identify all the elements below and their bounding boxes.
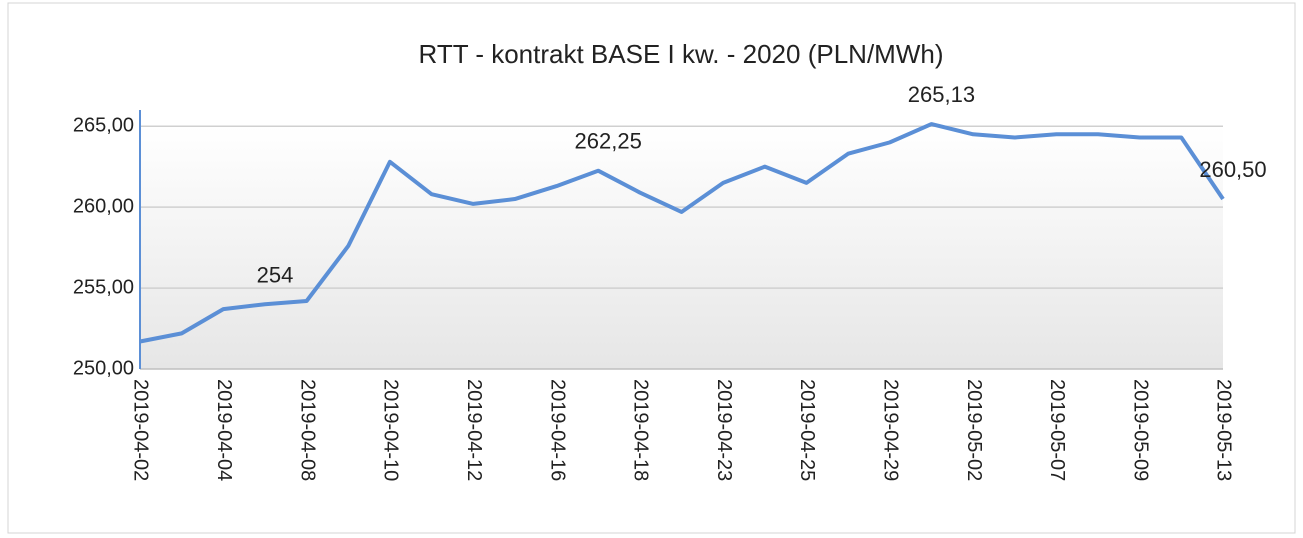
data-label: 262,25 bbox=[575, 129, 642, 154]
x-tick-label: 2019-05-07 bbox=[1046, 379, 1068, 481]
y-tick-label: 255,00 bbox=[73, 276, 134, 298]
x-tick-label: 2019-05-13 bbox=[1213, 379, 1235, 481]
x-tick-label: 2019-04-16 bbox=[546, 379, 568, 481]
plot-area bbox=[140, 126, 1223, 369]
chart-title: RTT - kontrakt BASE I kw. - 2020 (PLN/MW… bbox=[419, 39, 944, 69]
data-label: 254 bbox=[257, 262, 294, 287]
x-tick-label: 2019-05-02 bbox=[963, 379, 985, 481]
x-tick-label: 2019-04-02 bbox=[130, 379, 152, 481]
x-tick-label: 2019-04-12 bbox=[463, 379, 485, 481]
y-tick-label: 265,00 bbox=[73, 114, 134, 136]
x-tick-label: 2019-04-04 bbox=[213, 379, 235, 481]
x-tick-label: 2019-04-29 bbox=[879, 379, 901, 481]
y-tick-label: 250,00 bbox=[73, 357, 134, 379]
data-label: 265,13 bbox=[908, 82, 975, 107]
x-tick-label: 2019-04-23 bbox=[713, 379, 735, 481]
line bbox=[139, 122, 1225, 344]
data-label: 260,50 bbox=[1199, 157, 1266, 182]
x-tick-label: 2019-05-09 bbox=[1129, 379, 1151, 481]
x-tick-label: 2019-04-08 bbox=[296, 379, 318, 481]
y-tick-label: 260,00 bbox=[73, 195, 134, 217]
x-tick-label: 2019-04-25 bbox=[796, 379, 818, 481]
x-tick-label: 2019-04-18 bbox=[630, 379, 652, 481]
x-tick-label: 2019-04-10 bbox=[380, 379, 402, 481]
